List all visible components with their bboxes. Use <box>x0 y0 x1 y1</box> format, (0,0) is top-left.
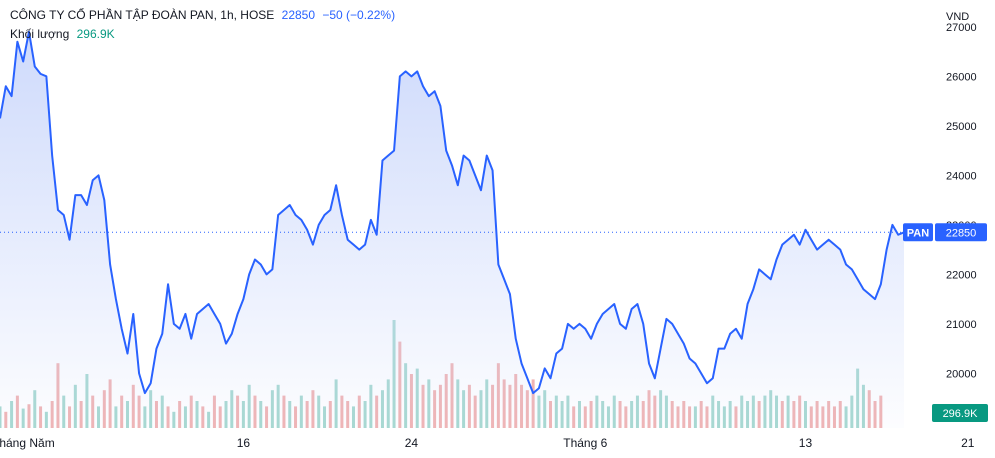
legend-title-row: CÔNG TY CỔ PHẦN TẬP ĐOÀN PAN, 1h, HOSE 2… <box>10 8 399 22</box>
price-tick-label: 26000 <box>946 71 977 83</box>
price-tick-label: 27000 <box>946 22 977 34</box>
price-line[interactable] <box>0 30 905 395</box>
price-tick-label: 24000 <box>946 170 977 182</box>
volume-badge-value: 296.9K <box>943 408 979 420</box>
time-tick-label: 16 <box>237 436 251 450</box>
currency-label: VND <box>946 11 969 23</box>
price-badge-value-bg <box>935 223 987 242</box>
volume-badge-bg <box>932 404 988 422</box>
symbol-description: CÔNG TY CỔ PHẦN TẬP ĐOÀN PAN, 1h, HOSE <box>10 8 275 22</box>
price-badge-symbol: PAN <box>907 227 929 239</box>
price-tick-label: 20000 <box>946 368 977 380</box>
time-tick-label: 13 <box>799 436 813 450</box>
time-tick-label: Tháng 6 <box>563 436 607 450</box>
volume-value: 296.9K <box>76 27 115 41</box>
price-tick-label: 21000 <box>946 319 977 331</box>
last-price-value: 22850 <box>281 8 316 22</box>
price-tick-label: 22000 <box>946 269 977 281</box>
price-badge-value: 22850 <box>946 227 977 239</box>
time-tick-label: 21 <box>961 436 975 450</box>
price-area-fill <box>0 31 904 429</box>
time-tick-label: 24 <box>405 436 419 450</box>
price-badge-symbol-bg <box>903 223 933 242</box>
volume-label: Khối lượng <box>10 27 70 41</box>
legend-volume-row: Khối lượng 296.9K <box>10 27 119 41</box>
price-tick-label: 25000 <box>946 121 977 133</box>
time-tick-label: Tháng Năm <box>0 436 55 450</box>
price-change-value: −50 (−0.22%) <box>322 8 396 22</box>
